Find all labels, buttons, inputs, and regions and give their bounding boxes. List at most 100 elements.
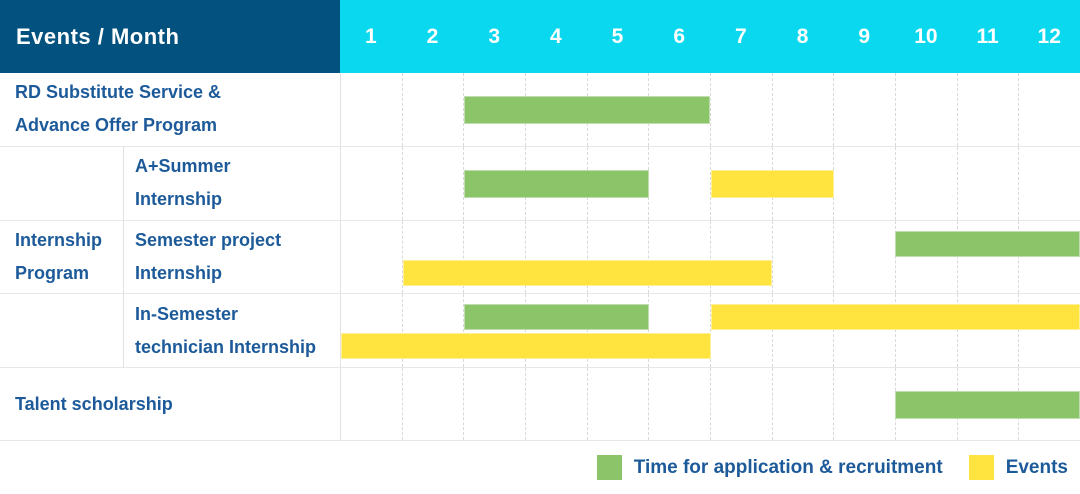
grid-cell xyxy=(833,368,895,440)
event-bar xyxy=(710,170,834,199)
row-semester-project: Semester project Internship xyxy=(0,220,1080,295)
group-label-line: Program xyxy=(15,263,90,284)
grid-cell xyxy=(463,368,525,440)
grid-cell xyxy=(463,147,525,220)
timeline-row-talent-scholarship xyxy=(340,368,1080,440)
grid-cell xyxy=(401,220,464,294)
grid-cell xyxy=(463,294,525,367)
legend-label-events: Events xyxy=(1005,456,1068,478)
month-header-12: 12 xyxy=(1037,24,1061,48)
grid-cell xyxy=(341,221,402,294)
grid-cell xyxy=(586,368,649,440)
event-bar xyxy=(710,304,1080,331)
grid-cell xyxy=(895,147,957,220)
grid-cell xyxy=(341,73,402,146)
row-label-rd-substitute: RD Substitute Service & Advance Offer Pr… xyxy=(0,73,340,146)
event-bar xyxy=(341,333,711,360)
row-label-line: technician Internship xyxy=(135,336,317,357)
recruitment-bar xyxy=(464,96,711,124)
row-label-line: In-Semester xyxy=(135,303,239,324)
grid-cell xyxy=(525,368,587,440)
row-label-line: Advance Offer Program xyxy=(15,115,218,136)
legend-item-recruitment: Time for application & recruitment xyxy=(596,455,943,480)
row-rd-substitute: RD Substitute Service & Advance Offer Pr… xyxy=(0,73,1080,147)
grid-cell xyxy=(586,220,649,294)
row-label-talent-scholarship: Talent scholarship xyxy=(0,368,340,440)
grid-cell xyxy=(956,73,1019,146)
timeline-row-in-semester-technician xyxy=(340,294,1080,367)
grid-cell xyxy=(525,294,587,367)
month-header-3: 3 xyxy=(488,24,501,48)
grid-cell xyxy=(648,368,710,440)
timeline-row-rd-substitute xyxy=(340,73,1080,146)
grid-cell xyxy=(895,294,957,367)
grid-cell xyxy=(1018,73,1080,146)
grid-cell xyxy=(771,220,834,294)
legend-item-events: Events xyxy=(968,455,1068,480)
month-header-8: 8 xyxy=(796,24,809,48)
grid-cell xyxy=(341,147,402,220)
row-talent-scholarship: Talent scholarship xyxy=(0,368,1080,441)
grid-cell xyxy=(710,368,772,440)
grid-cell xyxy=(833,147,895,220)
grid-cell xyxy=(401,73,464,146)
timeline-row-semester-project xyxy=(340,220,1080,294)
grid-cell xyxy=(771,294,834,367)
grid-cell xyxy=(648,220,710,294)
grid-cell xyxy=(956,294,1019,367)
row-label-line: RD Substitute Service & xyxy=(15,82,222,103)
month-header-11: 11 xyxy=(976,24,999,48)
grid-cell xyxy=(895,73,957,146)
grid-cell xyxy=(710,220,772,294)
grid-cell xyxy=(1018,220,1080,294)
month-header-strip: 1 2 3 4 5 6 7 8 9 10 11 12 xyxy=(340,0,1080,73)
grid-cell xyxy=(895,220,957,294)
timeline-row-a-plus-summer xyxy=(340,147,1080,220)
grid-cell xyxy=(771,368,834,440)
grid-cell xyxy=(341,368,402,440)
month-header-7: 7 xyxy=(735,24,747,48)
group-label-internship-program: Internship Program xyxy=(0,147,124,368)
recruitment-bar xyxy=(895,230,1080,257)
recruitment-bar xyxy=(895,391,1080,419)
month-header-9: 9 xyxy=(858,24,871,48)
grid-cell xyxy=(648,294,710,367)
row-a-plus-summer: A+Summer Internship xyxy=(0,147,1080,221)
legend: Time for application & recruitment Event… xyxy=(0,441,1080,494)
row-label-line: Internship xyxy=(135,189,223,210)
grid-cell xyxy=(463,220,525,294)
grid-cell xyxy=(1018,294,1080,367)
corner-header-events-month: Events / Month xyxy=(0,0,340,73)
row-label-semester-project: Semester project Internship xyxy=(124,221,340,294)
recruitment-bar xyxy=(464,304,649,331)
month-header-2: 2 xyxy=(426,24,439,48)
group-label-line: Internship xyxy=(15,230,103,251)
month-header-5: 5 xyxy=(611,24,624,48)
month-header-10: 10 xyxy=(914,24,938,48)
grid-cell xyxy=(833,220,895,294)
grid-cell xyxy=(525,220,587,294)
recruitment-swatch-icon xyxy=(596,455,622,480)
month-header-6: 6 xyxy=(673,24,686,48)
grid-cell xyxy=(956,147,1019,220)
grid-cell xyxy=(710,73,772,146)
grid-cell xyxy=(401,368,464,440)
row-label-line: Semester project xyxy=(135,230,282,251)
row-label-line: Internship xyxy=(135,263,223,284)
grid-cell xyxy=(710,294,772,367)
grid-cell xyxy=(648,147,710,220)
grid-cell xyxy=(833,73,895,146)
grid-cell xyxy=(956,220,1019,294)
grid-cell xyxy=(1018,147,1080,220)
events-swatch-icon xyxy=(968,455,994,480)
row-in-semester-technician: In-Semester technician Internship xyxy=(0,294,1080,368)
legend-label-recruitment: Time for application & recruitment xyxy=(633,456,943,478)
grid-cell xyxy=(401,147,464,220)
grid-cell xyxy=(586,294,649,367)
row-label-line: A+Summer xyxy=(135,156,231,177)
grid-cell xyxy=(463,73,525,146)
row-label-line: Talent scholarship xyxy=(15,393,173,414)
row-label-in-semester-technician: In-Semester technician Internship xyxy=(124,294,340,367)
month-header-1: 1 xyxy=(364,24,377,48)
